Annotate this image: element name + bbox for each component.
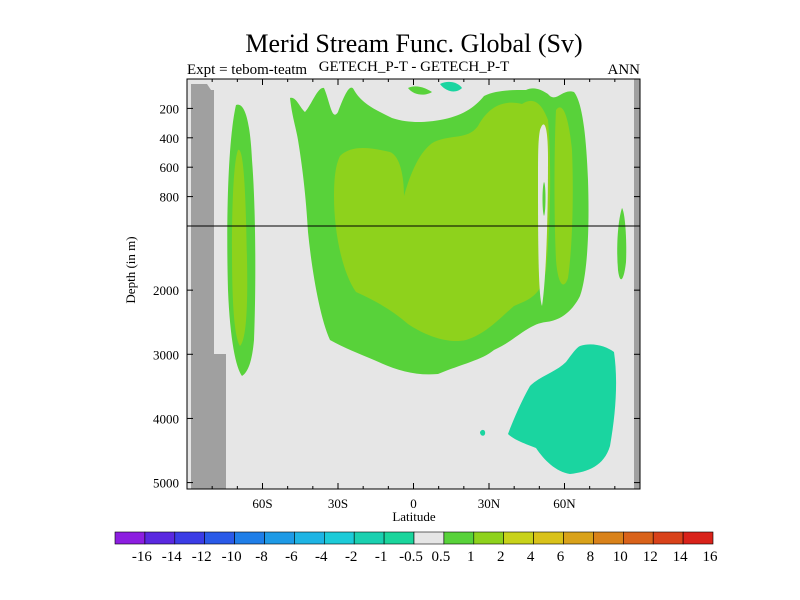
colorbar-label: -2 [345, 549, 358, 565]
colorbar-label: -6 [285, 549, 298, 565]
contour-region-main-core [334, 100, 551, 342]
colorbar-swatch [114, 531, 146, 545]
colorbar-label: 10 [613, 549, 628, 565]
colorbar-label: 6 [557, 549, 565, 565]
colorbar: -16 -14 -12 -10 -8 -6 -4 -2 -1 -0.5 0.5 1 2 4 6 8 10 12 14… [114, 531, 719, 565]
contour-region-deep-speck [480, 429, 486, 436]
colorbar-label: 1 [467, 549, 475, 565]
colorbar-swatch [204, 531, 235, 545]
colorbar-swatch [443, 531, 475, 545]
y-tick-label: 4000 [153, 411, 179, 426]
x-tick-label: 60N [553, 496, 576, 511]
x-tick-label: 30N [478, 496, 501, 511]
y-tick-label: 600 [160, 160, 180, 175]
colorbar-label: 16 [703, 549, 719, 565]
x-tick-label: 30S [328, 496, 348, 511]
contour-region-deep-northern-cell [508, 344, 617, 474]
contour-region-gap [538, 124, 548, 306]
colorbar-label: -0.5 [399, 549, 423, 565]
contour-region-southern-core [232, 149, 248, 346]
chart-subtitle-center: GETECH_P-T - GETECH_P-T [319, 59, 510, 75]
colorbar-swatch [144, 531, 176, 545]
contour-region-gap-inner [542, 182, 546, 216]
colorbar-label: 8 [587, 549, 595, 565]
colorbar-swatch [413, 531, 445, 545]
y-tick-label: 3000 [153, 347, 179, 362]
x-axis: 60S 30S 0 30N 60N [186, 79, 641, 511]
colorbar-swatch [533, 531, 564, 545]
land-mask-right [634, 79, 640, 489]
x-tick-label: 0 [410, 496, 417, 511]
colorbar-label: -8 [255, 549, 268, 565]
y-tick-label: 400 [160, 131, 180, 146]
colorbar-label: -4 [315, 549, 328, 565]
colorbar-swatch [353, 531, 385, 545]
colorbar-swatch [473, 531, 504, 545]
contour-region-small-top [408, 86, 432, 95]
colorbar-label: 2 [497, 549, 505, 565]
y-axis: 200 400 600 800 2000 3000 4000 5000 [153, 101, 640, 491]
colorbar-swatch [682, 531, 714, 545]
chart-title: Merid Stream Func. Global (Sv) [245, 29, 582, 58]
y-tick-label: 5000 [153, 476, 179, 491]
colorbar-label: 14 [673, 549, 689, 565]
contour-region-north-core [554, 107, 573, 285]
x-axis-label: Latitude [392, 509, 436, 524]
y-axis-label: Depth (in m) [123, 236, 138, 303]
chart-subtitle-right: ANN [608, 62, 641, 78]
colorbar-label: 4 [527, 549, 535, 565]
chart-subtitle-left: Expt = tebom-teatm [187, 62, 307, 78]
x-tick-label: 60S [252, 496, 272, 511]
colorbar-label: -1 [375, 549, 388, 565]
plot-area [186, 78, 641, 490]
colorbar-label: -10 [222, 549, 242, 565]
colorbar-swatch [563, 531, 594, 545]
y-tick-label: 800 [160, 190, 180, 205]
colorbar-swatch [323, 531, 355, 545]
colorbar-swatch [264, 531, 295, 545]
colorbar-swatch [174, 531, 206, 545]
colorbar-label: -16 [132, 549, 152, 565]
colorbar-label: -14 [162, 549, 182, 565]
colorbar-label: 0.5 [432, 549, 451, 565]
colorbar-swatch [294, 531, 325, 545]
colorbar-swatch [652, 531, 684, 545]
colorbar-swatch [622, 531, 654, 545]
land-mask [191, 84, 226, 489]
colorbar-swatch [503, 531, 534, 545]
colorbar-swatch [383, 531, 415, 545]
colorbar-swatch [593, 531, 624, 545]
colorbar-swatch [234, 531, 265, 545]
y-tick-label: 200 [160, 101, 180, 116]
colorbar-label: 12 [643, 549, 658, 565]
contour-region-surface-cell [440, 81, 462, 92]
y-tick-label: 2000 [153, 283, 179, 298]
colorbar-label: -12 [192, 549, 212, 565]
